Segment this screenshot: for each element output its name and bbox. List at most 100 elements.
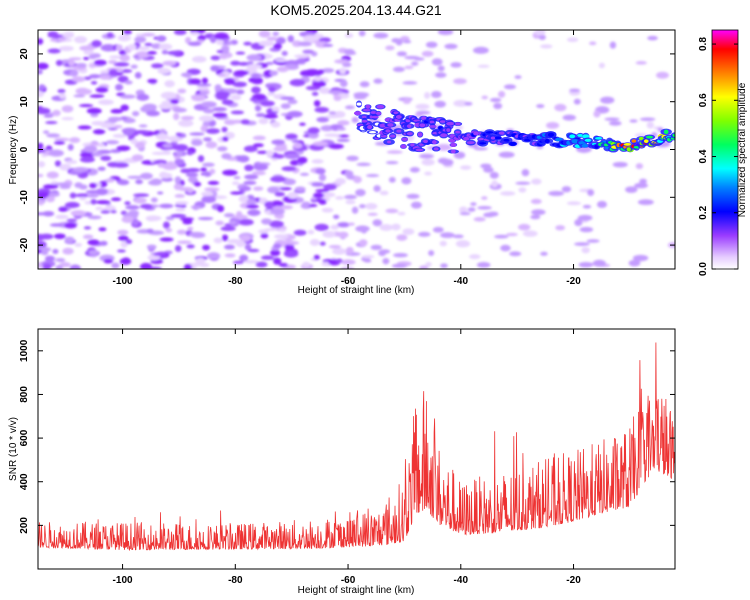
spectrogram-cell xyxy=(134,141,145,149)
spectrogram-cell xyxy=(555,225,566,231)
spectrogram-cell xyxy=(403,40,412,44)
spectrogram-cell xyxy=(175,132,183,137)
ridge-core xyxy=(582,134,590,139)
spectrogram-cell xyxy=(435,72,447,78)
spectrogram-cell xyxy=(385,45,395,51)
spectrogram-cell xyxy=(119,54,131,62)
x-tick-label: -100 xyxy=(113,276,133,287)
spectrogram-cell xyxy=(253,164,269,171)
spectrogram-cell xyxy=(174,158,185,166)
colorbar: 0.0 0.2 0.4 0.6 0.8 Normalized spectral ampl… xyxy=(698,29,748,276)
spectrogram-cell xyxy=(138,124,148,128)
ridge-core xyxy=(429,120,435,124)
y-tick-label: -20 xyxy=(19,237,30,252)
spectrogram-cell xyxy=(91,53,101,59)
spectrogram-cell xyxy=(334,59,350,64)
spectrogram-cell xyxy=(283,250,299,258)
snr-series-line xyxy=(38,342,675,552)
spectrogram-cell xyxy=(260,255,274,260)
colorbar-ticks: 0.0 0.2 0.4 0.6 0.8 xyxy=(698,37,738,276)
spectrogram-cell xyxy=(566,201,582,206)
spectrogram-cell xyxy=(144,42,153,47)
spectrogram-cell xyxy=(477,64,490,68)
spectrogram-cell xyxy=(42,263,52,269)
spectrogram-cell xyxy=(203,137,212,142)
x-tick-label: -60 xyxy=(341,276,356,287)
spectrogram-cell xyxy=(264,54,273,59)
spectrogram-cell xyxy=(628,259,641,267)
spectrogram-cell xyxy=(196,83,212,87)
spectrogram-cell xyxy=(554,103,567,112)
spectrogram-cell xyxy=(198,115,215,122)
spectrogram-cell xyxy=(134,197,147,204)
spectrogram-cell xyxy=(185,172,199,177)
ridge-core xyxy=(395,115,402,119)
spectrogram-cell xyxy=(255,113,266,118)
spectrogram-cell xyxy=(91,151,104,157)
ridge-core xyxy=(370,115,379,119)
spectrogram-cell xyxy=(566,37,579,42)
spectrogram-cell xyxy=(503,84,517,90)
spectrogram-cell xyxy=(79,88,92,95)
spectrogram-cell xyxy=(186,150,194,156)
spectrogram-cell xyxy=(100,155,112,161)
spectrogram-cell xyxy=(103,258,113,264)
spectrogram-cell xyxy=(302,261,311,268)
spectrogram-cell xyxy=(419,265,429,269)
spectrogram-cell xyxy=(299,69,315,77)
y-tick-label: 10 xyxy=(19,96,30,108)
spectrogram-cell xyxy=(57,37,66,42)
spectrogram-cell xyxy=(337,120,350,126)
spectrogram-cell xyxy=(425,41,438,48)
snr-y-axis-label: SNR (10 * v/v) xyxy=(8,417,19,481)
spectrogram-cell xyxy=(239,234,251,242)
spectrogram-cell xyxy=(138,46,151,51)
spectrogram-cell xyxy=(379,190,389,196)
spectrogram-cell xyxy=(135,179,144,185)
spectrogram-cell xyxy=(180,115,195,121)
spectrogram-cell xyxy=(323,183,337,191)
spectrogram-cell xyxy=(328,143,344,150)
spectrogram-cell xyxy=(344,105,355,110)
spectrogram-cell xyxy=(489,97,502,103)
spectrogram-cell xyxy=(328,111,337,115)
spectrogram-cell xyxy=(49,38,59,42)
spectrogram-cell xyxy=(117,249,126,253)
spectrogram-cell xyxy=(273,257,282,265)
y-tick-label: 20 xyxy=(19,48,30,60)
spectrogram-cell xyxy=(311,91,319,96)
spectrogram-cell xyxy=(314,76,322,82)
spectrogram-cell xyxy=(41,250,49,256)
ridge-core xyxy=(450,142,457,148)
spectrogram-cell xyxy=(244,164,254,172)
spectrogram-cell xyxy=(536,104,545,109)
spectrogram-cell xyxy=(86,107,102,115)
spectrogram-cell xyxy=(117,179,130,186)
spectrogram-cell xyxy=(267,186,280,194)
spectrogram-cell xyxy=(95,200,111,205)
ridge-core xyxy=(368,130,377,134)
spectrogram-cell xyxy=(500,191,516,196)
spectrogram-cell xyxy=(294,186,306,192)
spectrogram-cell xyxy=(251,86,261,94)
spectrogram-y-axis-label: Frequency (Hz) xyxy=(8,116,19,185)
spectrogram-cell xyxy=(344,170,354,178)
ridge-core xyxy=(401,137,408,141)
spectrogram-cell xyxy=(83,226,92,230)
spectrogram-cell xyxy=(424,91,431,99)
spectrogram-cell xyxy=(395,38,403,46)
spectrogram-cell xyxy=(83,145,98,153)
spectrogram-cell xyxy=(452,234,464,239)
spectrogram-cell xyxy=(38,233,46,241)
ridge-core xyxy=(421,116,427,121)
spectrogram-cell xyxy=(38,84,46,91)
spectrogram-cell xyxy=(261,218,272,225)
spectrogram-cell xyxy=(545,122,560,129)
spectrogram-cell xyxy=(287,191,299,199)
spectrogram-cell xyxy=(158,172,173,179)
spectrogram-cell xyxy=(207,252,221,260)
spectrogram-cell xyxy=(396,51,408,57)
spectrogram-cell xyxy=(186,244,195,249)
spectrogram-cell xyxy=(562,114,577,121)
spectrogram-cell xyxy=(124,201,131,206)
